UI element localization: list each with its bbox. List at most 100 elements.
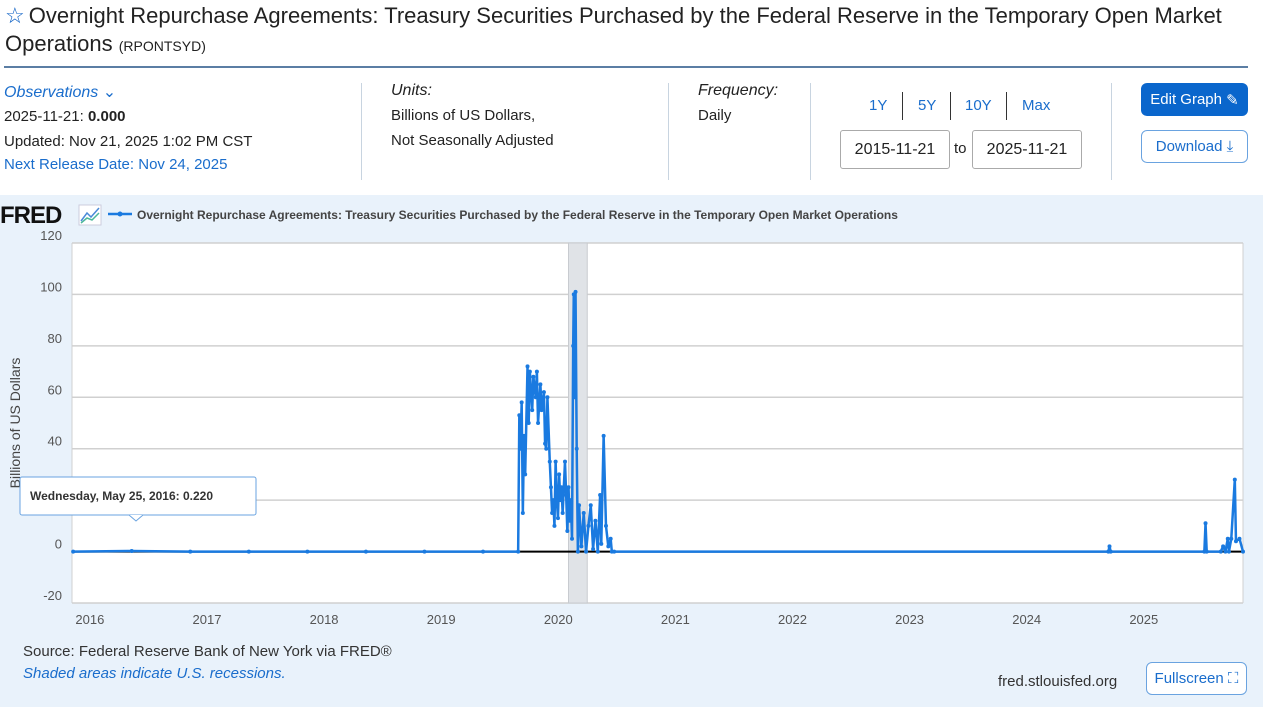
data-point: [519, 400, 524, 405]
data-point: [591, 547, 596, 551]
data-point: [1204, 549, 1209, 554]
divider: [668, 83, 669, 180]
data-point: [586, 523, 591, 528]
data-point: [565, 529, 570, 533]
fullscreen-label: Fullscreen: [1154, 670, 1224, 687]
site-url: fred.stlouisfed.org: [998, 673, 1118, 690]
divider: [1006, 92, 1007, 120]
range-1y[interactable]: 1Y: [869, 97, 888, 114]
data-point: [422, 549, 427, 554]
data-point: [547, 459, 552, 464]
fullscreen-button[interactable]: Fullscreen ⛶: [1146, 662, 1247, 695]
x-tick-label: 2020: [544, 612, 573, 627]
chevron-down-icon: ⌄: [102, 84, 117, 101]
data-point: [553, 459, 558, 464]
y-tick-label: 100: [40, 279, 62, 294]
updated-text: Updated: Nov 21, 2025 1:02 PM CST: [4, 133, 253, 150]
start-date-input[interactable]: 2015-11-21: [840, 130, 950, 169]
source-text: Source: Federal Reserve Bank of New York…: [23, 643, 392, 660]
data-point: [536, 421, 541, 425]
data-point: [305, 549, 310, 554]
observations-label: Observations: [4, 84, 99, 101]
data-point: [562, 459, 567, 464]
range-max[interactable]: Max: [1022, 97, 1051, 114]
end-date-input[interactable]: 2025-11-21: [972, 130, 1082, 169]
obs-value: 0.000: [87, 108, 126, 125]
data-point: [543, 441, 548, 446]
data-point: [560, 511, 565, 515]
data-point: [517, 413, 522, 418]
page-title: ☆ Overnight Repurchase Agreements: Treasu…: [5, 2, 1235, 60]
data-point: [516, 549, 521, 554]
data-point: [550, 511, 555, 515]
favorite-star-icon[interactable]: ☆: [5, 3, 25, 28]
data-point: [533, 395, 538, 400]
data-point: [608, 536, 613, 541]
data-point: [612, 549, 617, 554]
series-title: Overnight Repurchase Agreements: Treasur…: [5, 3, 1222, 56]
divider: [950, 92, 951, 120]
range-10y[interactable]: 10Y: [965, 97, 992, 114]
edit-graph-button[interactable]: Edit Graph ✎: [1141, 83, 1248, 116]
data-point: [1108, 549, 1113, 554]
data-point: [363, 549, 368, 554]
data-point: [606, 544, 611, 549]
data-point: [603, 523, 608, 528]
units-label: Units:: [391, 82, 432, 99]
divider: [902, 92, 903, 120]
y-axis-label: Billions of US Dollars: [7, 358, 23, 489]
data-point: [1241, 549, 1245, 554]
observations-toggle[interactable]: Observations ⌄: [4, 82, 116, 102]
y-tick-label: 40: [48, 434, 62, 449]
data-point: [1203, 521, 1208, 526]
divider: [810, 83, 811, 180]
tooltip-label: Wednesday, May 25, 2016:: [30, 489, 180, 503]
edit-icon: ✎: [1226, 91, 1239, 109]
data-point: [564, 493, 569, 497]
data-point: [572, 395, 577, 400]
data-point: [554, 498, 559, 503]
y-tick-label: 80: [48, 331, 62, 346]
data-point: [531, 374, 536, 379]
data-point: [534, 369, 539, 374]
data-point: [1237, 536, 1242, 541]
recession-note: Shaded areas indicate U.S. recessions.: [23, 665, 286, 682]
data-point: [545, 395, 550, 400]
chart-icon: [78, 204, 102, 226]
data-point: [520, 511, 525, 515]
x-tick-label: 2022: [778, 612, 807, 627]
legend-marker: [108, 211, 132, 217]
data-point: [1218, 549, 1223, 554]
svg-text:Wednesday, May 25, 2016: 0.220: Wednesday, May 25, 2016: 0.220: [30, 489, 213, 503]
data-point: [579, 544, 584, 549]
data-point: [71, 549, 76, 554]
data-point: [595, 549, 600, 554]
divider: [361, 83, 362, 180]
download-button[interactable]: Download ⤓: [1141, 130, 1248, 163]
units-line2: Not Seasonally Adjusted: [391, 132, 554, 149]
data-point: [552, 523, 557, 528]
data-point: [530, 408, 535, 413]
data-point: [1225, 536, 1230, 541]
data-point: [598, 493, 603, 497]
data-point: [558, 498, 563, 503]
data-point: [557, 472, 562, 477]
data-point: [568, 498, 573, 503]
y-tick-label: 120: [40, 228, 62, 243]
x-tick-label: 2016: [75, 612, 104, 627]
data-point: [593, 518, 598, 523]
data-point: [573, 289, 578, 294]
divider: [1111, 83, 1112, 180]
y-tick-label: 0: [55, 537, 62, 552]
data-point: [588, 503, 593, 508]
data-point: [523, 472, 528, 477]
data-point: [577, 503, 582, 508]
data-point: [544, 446, 549, 451]
next-release-link[interactable]: Next Release Date: Nov 24, 2025: [4, 156, 228, 173]
range-5y[interactable]: 5Y: [918, 97, 937, 114]
data-point: [584, 549, 589, 554]
download-label: Download: [1155, 138, 1223, 155]
x-tick-label: 2019: [427, 612, 456, 627]
data-point: [1226, 549, 1231, 554]
data-point: [539, 408, 544, 413]
